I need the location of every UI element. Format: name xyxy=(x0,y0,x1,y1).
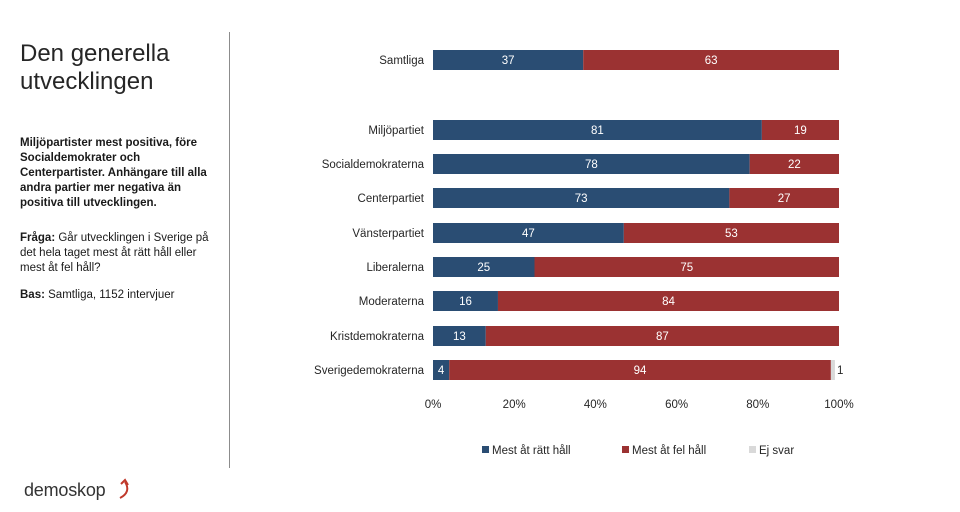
page-title: Den generella utvecklingen xyxy=(20,40,170,95)
data-label: 25 xyxy=(477,262,490,274)
legend-label: Ej svar xyxy=(759,445,794,457)
bar-segment xyxy=(433,188,730,208)
data-label: 19 xyxy=(794,125,807,137)
subtitle: Miljöpartister mest positiva, före Socia… xyxy=(20,137,207,209)
data-label: 78 xyxy=(585,159,598,171)
data-label: 27 xyxy=(778,193,791,205)
bar-segment xyxy=(449,360,831,380)
bar-segment xyxy=(433,223,624,243)
data-label: 16 xyxy=(459,296,472,308)
category-label: Samtliga xyxy=(379,55,424,67)
bar-segment xyxy=(497,291,839,311)
x-tick-label: 60% xyxy=(665,399,688,411)
bar-segment xyxy=(830,360,835,380)
data-label: 22 xyxy=(788,159,801,171)
legend-swatch xyxy=(482,446,489,453)
bar-segment xyxy=(433,120,762,140)
data-label: 87 xyxy=(656,331,669,343)
question-text: Fråga: Går utvecklingen i Sverige på det… xyxy=(20,231,220,276)
bar-segment xyxy=(534,257,839,277)
base-text: Bas: Samtliga, 1152 intervjuer xyxy=(20,288,220,303)
bar-segment xyxy=(433,291,498,311)
bar-segment xyxy=(623,223,839,243)
category-label: Vänsterpartiet xyxy=(352,228,424,240)
category-label: Sverigedemokraterna xyxy=(314,365,425,377)
bar-segment xyxy=(433,154,750,174)
data-label: 81 xyxy=(591,125,604,137)
legend-swatch xyxy=(622,446,629,453)
bar-segment xyxy=(433,326,486,346)
demoskop-logo: demoskop xyxy=(24,480,106,500)
legend-label: Mest åt fel håll xyxy=(632,445,706,457)
legend-swatch xyxy=(749,446,756,453)
data-label: 47 xyxy=(522,228,535,240)
x-tick-label: 80% xyxy=(746,399,769,411)
divider xyxy=(229,32,230,468)
x-tick-label: 20% xyxy=(503,399,526,411)
category-label: Miljöpartiet xyxy=(368,125,424,137)
data-label: 1 xyxy=(837,365,843,377)
category-label: Liberalerna xyxy=(366,262,424,274)
bar-segment xyxy=(433,360,450,380)
bar-segment xyxy=(583,50,839,70)
x-tick-label: 0% xyxy=(425,399,442,411)
data-label: 37 xyxy=(502,55,515,67)
data-label: 53 xyxy=(725,228,738,240)
category-label: Socialdemokraterna xyxy=(322,159,425,171)
data-label: 84 xyxy=(662,296,675,308)
data-label: 63 xyxy=(705,55,718,67)
bar-segment xyxy=(729,188,839,208)
x-tick-label: 100% xyxy=(824,399,853,411)
bar-segment xyxy=(433,257,535,277)
base-body: Samtliga, 1152 intervjuer xyxy=(44,289,175,301)
data-label: 73 xyxy=(575,193,588,205)
left-panel: Den generella utvecklingen Miljöpartiste… xyxy=(20,40,220,315)
data-label: 94 xyxy=(634,365,647,377)
bar-segment xyxy=(761,120,839,140)
category-label: Kristdemokraterna xyxy=(330,331,425,343)
x-tick-label: 40% xyxy=(584,399,607,411)
legend-label: Mest åt rätt håll xyxy=(492,445,571,457)
data-label: 75 xyxy=(680,262,693,274)
data-label: 13 xyxy=(453,331,466,343)
category-label: Moderaterna xyxy=(359,296,425,308)
data-label: 4 xyxy=(438,365,445,377)
question-label: Fråga: xyxy=(20,232,56,244)
base-label: Bas: xyxy=(20,289,45,301)
category-label: Centerpartiet xyxy=(358,193,425,205)
bar-segment xyxy=(433,50,584,70)
bar-segment xyxy=(749,154,839,174)
bar-segment xyxy=(485,326,839,346)
arrow-curve-icon xyxy=(119,478,129,499)
question-body: Går utvecklingen i Sverige på det hela t… xyxy=(20,232,209,274)
